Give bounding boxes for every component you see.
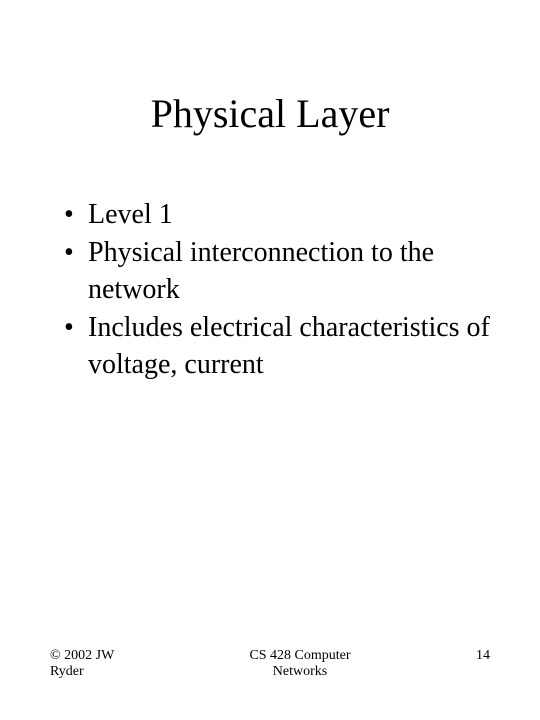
footer-copyright: © 2002 JW Ryder xyxy=(50,648,170,680)
slide-title: Physical Layer xyxy=(50,90,490,137)
slide-footer: © 2002 JW Ryder CS 428 Computer Networks… xyxy=(50,648,490,680)
course-line-1: CS 428 Computer xyxy=(170,648,430,664)
footer-course: CS 428 Computer Networks xyxy=(170,648,430,680)
bullet-list: Level 1 Physical interconnection to the … xyxy=(60,197,490,383)
copyright-line-2: Ryder xyxy=(50,664,170,680)
slide-container: Physical Layer Level 1 Physical intercon… xyxy=(0,0,540,720)
bullet-item: Physical interconnection to the network xyxy=(60,235,490,308)
slide-content: Level 1 Physical interconnection to the … xyxy=(50,197,490,383)
footer-page-number: 14 xyxy=(430,648,490,664)
bullet-item: Level 1 xyxy=(60,197,490,233)
copyright-line-1: © 2002 JW xyxy=(50,648,170,664)
bullet-item: Includes electrical characteristics of v… xyxy=(60,310,490,383)
course-line-2: Networks xyxy=(170,664,430,680)
